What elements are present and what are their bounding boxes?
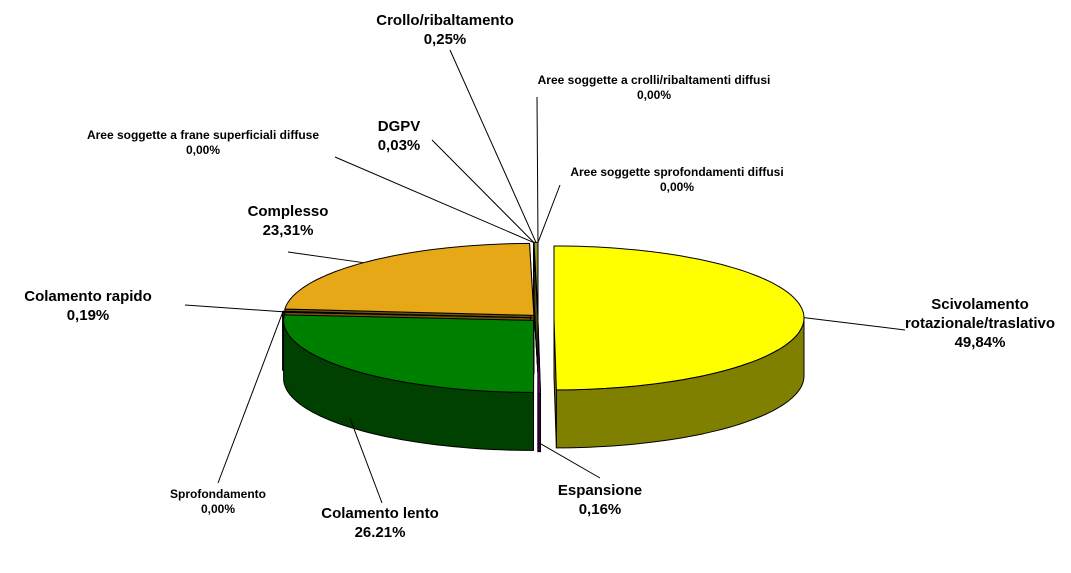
category-name: Scivolamento rotazionale/traslativo [904,296,1056,332]
category-name: DGPV [377,118,421,135]
category-name: Colamento rapido [24,288,152,305]
slice-label: DGPV 0,03% [359,118,439,156]
leader-line [449,49,537,243]
value-label: 0,03% [377,136,421,154]
slice-label: Crollo/ribaltamento 0,25% [355,12,535,50]
leader-line [184,304,283,313]
slice-label: Sprofondamento 0,00% [143,487,293,517]
value-label: 0,00% [200,502,236,516]
leader-line [536,96,539,243]
category-name: Espansione [557,482,643,499]
slice [283,314,535,393]
slice [282,310,533,319]
value-label: 0,00% [659,180,695,194]
category-name: Aree soggette a crolli/ribaltamenti diff… [537,73,771,87]
leader-line [334,156,534,243]
value-label: 26.21% [354,523,406,541]
slice-label: Espansione 0,16% [540,482,660,520]
leader-line [349,418,383,504]
leader-line [217,312,284,484]
value-label: 0,19% [66,306,110,324]
slice-label: Colamento lento 26.21% [295,505,465,543]
leader-line [431,139,535,243]
category-name: Colamento lento [321,505,439,522]
category-name: Crollo/ribaltamento [376,12,514,29]
slice-label: Complesso 23,31% [228,203,348,241]
slice-label: Aree soggette a crolli/ribaltamenti diff… [522,73,787,103]
slice-label: Aree soggette a frane superficiali diffu… [76,128,331,158]
leader-line [538,442,601,479]
leader-line [287,251,364,264]
slice-label: Colamento rapido 0,19% [3,288,173,326]
slice [284,242,535,316]
slice [537,321,541,395]
category-name: Aree soggette sprofondamenti diffusi [570,165,784,179]
value-label: 0,25% [423,30,467,48]
value-label: 0,00% [185,143,221,157]
slice-label: Scivolamento rotazionale/traslativo 49,84… [885,296,1071,352]
value-label: 0,16% [578,500,622,518]
category-name: Sprofondamento [170,487,266,501]
value-label: 49,84% [954,333,1006,351]
value-label: 23,31% [262,221,314,239]
slice-label: Aree soggette sprofondamenti diffusi 0,00… [567,165,787,195]
category-name: Aree soggette a frane superficiali diffu… [86,128,320,142]
value-label: 0,00% [636,88,672,102]
leader-line [803,317,906,331]
category-name: Complesso [247,203,329,220]
leader-line [537,184,561,243]
